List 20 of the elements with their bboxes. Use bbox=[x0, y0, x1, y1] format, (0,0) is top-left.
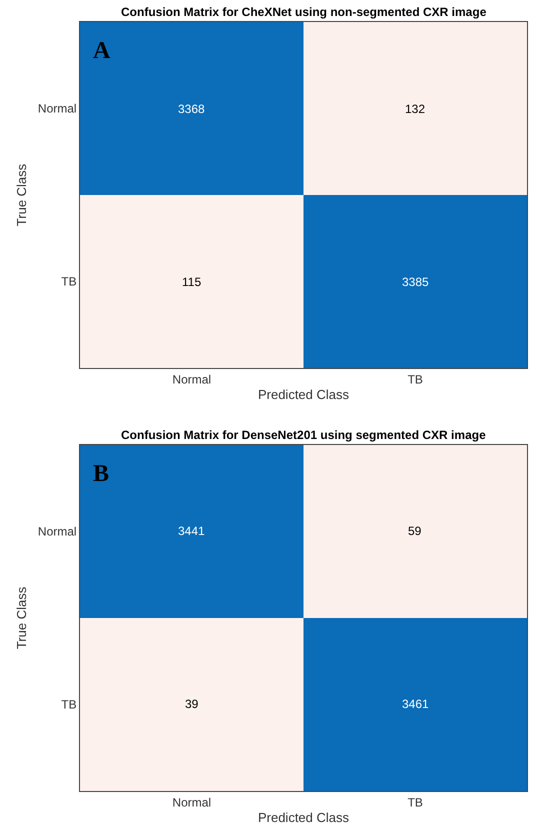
annotation: A bbox=[93, 38, 111, 64]
x-axis-title: Predicted Class bbox=[258, 387, 350, 402]
y-tick-label: TB bbox=[61, 274, 77, 289]
data-label: 59 bbox=[408, 524, 422, 538]
data-label: 3441 bbox=[178, 524, 206, 538]
chart-title: Confusion Matrix for DenseNet201 using segmented CXR image bbox=[121, 428, 486, 442]
y-axis-title: True Class bbox=[14, 163, 29, 226]
data-label: 3461 bbox=[402, 697, 430, 711]
annotation: B bbox=[93, 461, 110, 487]
x-axis-title: Predicted Class bbox=[258, 810, 350, 825]
data-label: 39 bbox=[185, 697, 199, 711]
data-label: 115 bbox=[182, 275, 202, 289]
y-tick-label: Normal bbox=[38, 524, 77, 539]
data-label: 132 bbox=[405, 102, 426, 116]
data-label: 3385 bbox=[402, 275, 430, 289]
y-tick-label: Normal bbox=[38, 102, 77, 116]
chart-title: Confusion Matrix for CheXNet using non-segmented CXR image bbox=[121, 5, 487, 19]
y-axis-title: True Class bbox=[14, 586, 29, 650]
data-label: 3368 bbox=[178, 102, 206, 116]
y-tick-label: TB bbox=[61, 698, 77, 712]
